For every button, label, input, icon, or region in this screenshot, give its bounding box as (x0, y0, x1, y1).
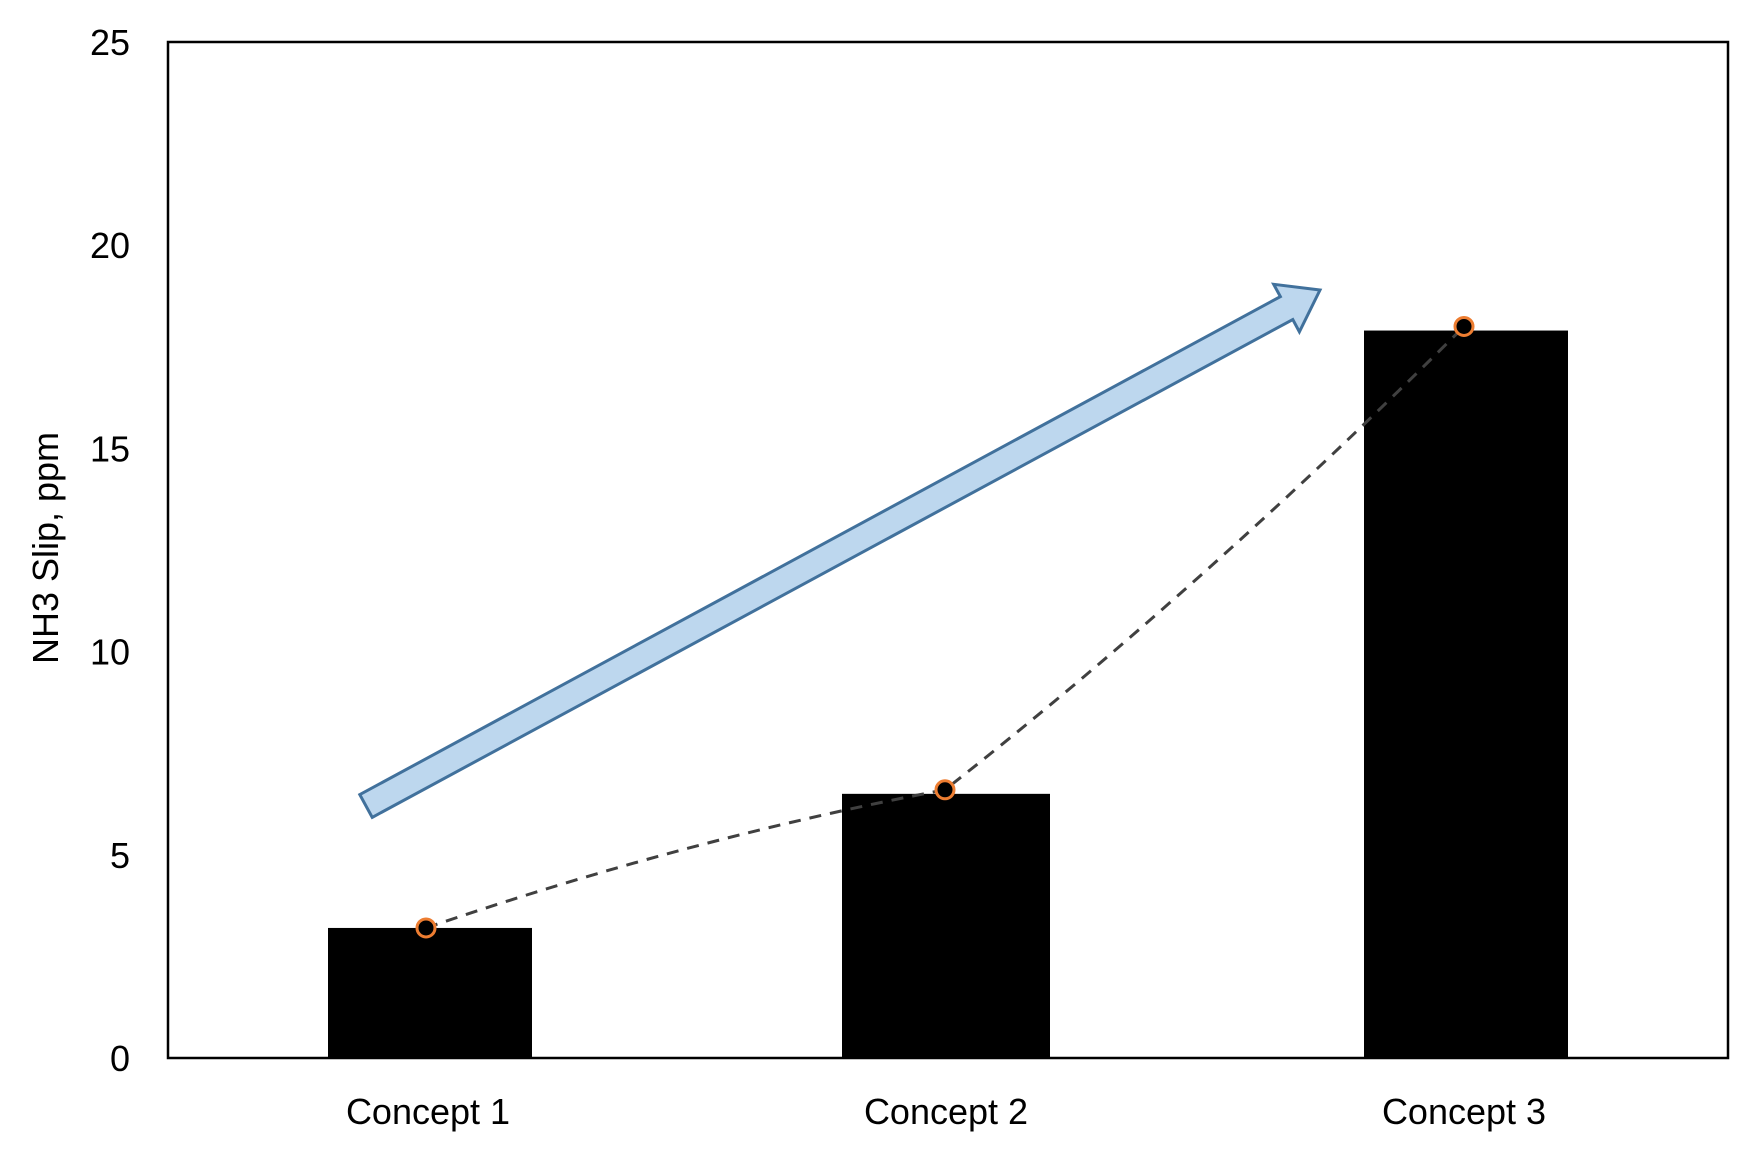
bar-1 (328, 927, 532, 1058)
trend-arrow-annotation (357, 282, 1323, 820)
data-marker-3 (1453, 315, 1475, 337)
trend-line (425, 325, 1466, 930)
x-tick-label: Concept 1 (346, 1091, 510, 1132)
y-tick-label: 5 (110, 835, 130, 876)
y-tick-label: 0 (110, 1038, 130, 1079)
data-marker-1 (415, 917, 437, 939)
y-axis-label: NH3 Slip, ppm (25, 432, 66, 664)
y-tick-label: 15 (90, 428, 130, 469)
y-tick-label: 20 (90, 225, 130, 266)
y-tick-label: 10 (90, 632, 130, 673)
x-tick-label: Concept 2 (864, 1091, 1028, 1132)
bar-2 (842, 793, 1050, 1058)
bar-3 (1364, 330, 1568, 1058)
data-marker-2 (934, 779, 956, 801)
y-tick-label: 25 (90, 22, 130, 63)
x-tick-label: Concept 3 (1382, 1091, 1546, 1132)
